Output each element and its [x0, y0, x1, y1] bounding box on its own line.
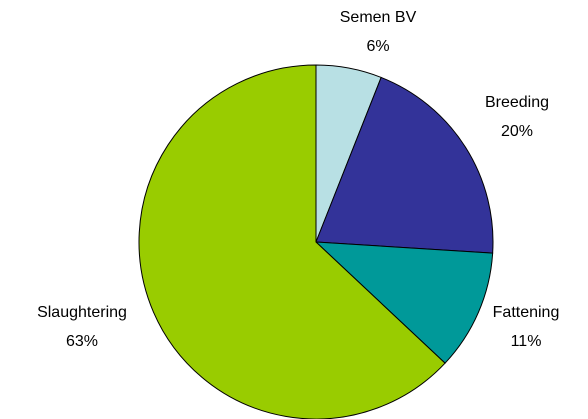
slice-value-label: 20%	[501, 123, 533, 140]
slice-label: Breeding	[485, 94, 549, 111]
slice-label: Semen BV	[340, 9, 417, 26]
slice-value-label: 63%	[66, 333, 98, 350]
pie-slice	[315, 76, 494, 254]
pie-slice	[138, 64, 446, 419]
slice-label: Slaughtering	[37, 304, 127, 321]
slice-value-label: 11%	[511, 333, 542, 350]
slice-value-label: 6%	[366, 38, 389, 55]
slice-label: Fattening	[493, 304, 560, 321]
pie-slice	[314, 241, 494, 364]
